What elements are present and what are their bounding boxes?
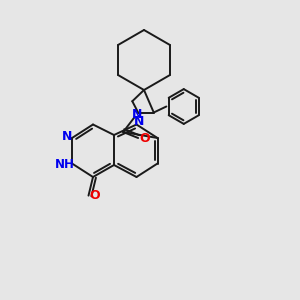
Text: N: N (61, 130, 72, 143)
Text: N: N (134, 115, 144, 128)
Text: NH: NH (55, 158, 74, 172)
Text: O: O (90, 189, 101, 202)
Text: O: O (140, 131, 150, 145)
Text: N: N (131, 107, 142, 121)
